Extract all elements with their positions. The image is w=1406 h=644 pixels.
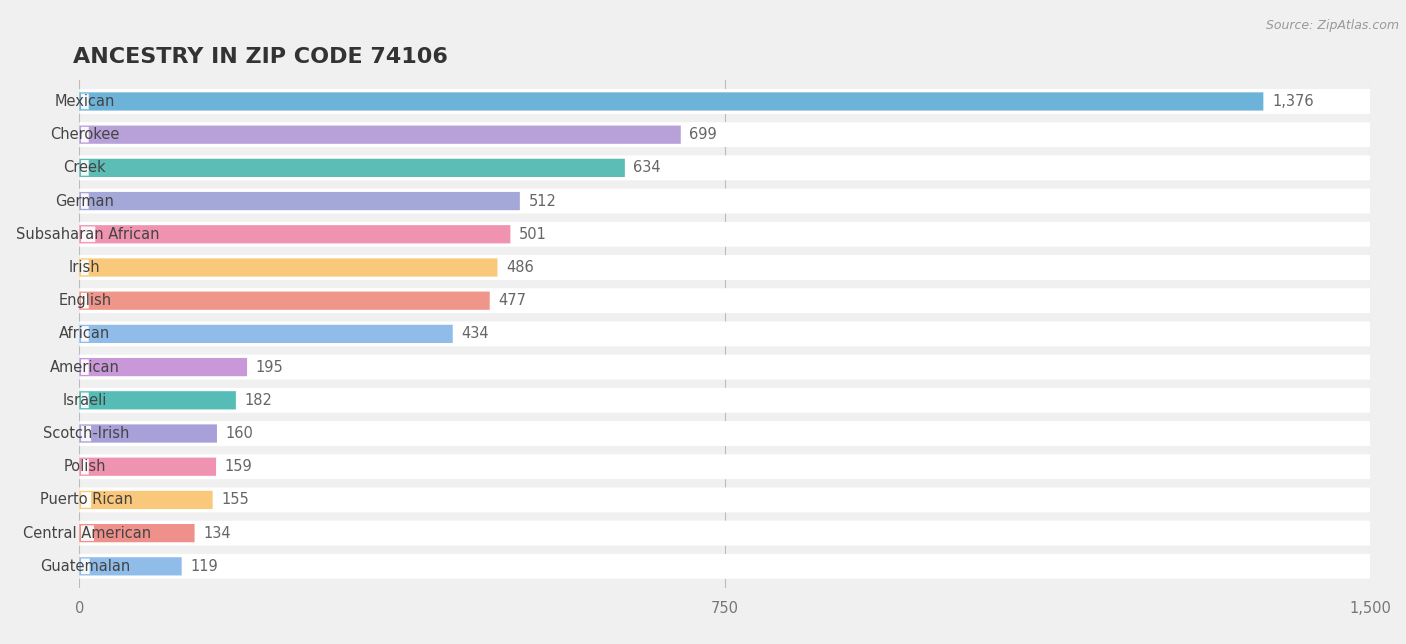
FancyBboxPatch shape — [79, 421, 1369, 446]
FancyBboxPatch shape — [79, 189, 1369, 214]
Text: Mexican: Mexican — [55, 94, 115, 109]
FancyBboxPatch shape — [79, 358, 247, 376]
FancyBboxPatch shape — [79, 225, 510, 243]
Text: 195: 195 — [256, 359, 284, 375]
FancyBboxPatch shape — [79, 458, 217, 476]
Text: Creek: Creek — [63, 160, 107, 175]
FancyBboxPatch shape — [82, 293, 89, 308]
FancyBboxPatch shape — [79, 255, 1369, 280]
FancyBboxPatch shape — [82, 326, 89, 342]
FancyBboxPatch shape — [79, 557, 181, 576]
FancyBboxPatch shape — [79, 424, 217, 442]
Text: Polish: Polish — [63, 459, 105, 474]
FancyBboxPatch shape — [79, 325, 453, 343]
FancyBboxPatch shape — [79, 222, 1369, 247]
Text: 699: 699 — [689, 127, 717, 142]
FancyBboxPatch shape — [79, 92, 1264, 111]
Text: 119: 119 — [190, 559, 218, 574]
Text: ANCESTRY IN ZIP CODE 74106: ANCESTRY IN ZIP CODE 74106 — [73, 47, 447, 67]
Text: 160: 160 — [225, 426, 253, 441]
Text: Subsaharan African: Subsaharan African — [17, 227, 160, 242]
Text: 486: 486 — [506, 260, 534, 275]
Text: 155: 155 — [221, 493, 249, 507]
Text: 1,376: 1,376 — [1272, 94, 1313, 109]
FancyBboxPatch shape — [79, 491, 212, 509]
Text: English: English — [58, 293, 111, 308]
Text: Irish: Irish — [69, 260, 101, 275]
Text: Cherokee: Cherokee — [51, 127, 120, 142]
FancyBboxPatch shape — [79, 126, 681, 144]
FancyBboxPatch shape — [82, 558, 90, 574]
FancyBboxPatch shape — [82, 193, 89, 209]
Text: African: African — [59, 327, 111, 341]
FancyBboxPatch shape — [79, 122, 1369, 147]
Text: Puerto Rican: Puerto Rican — [39, 493, 132, 507]
Text: Source: ZipAtlas.com: Source: ZipAtlas.com — [1265, 19, 1399, 32]
FancyBboxPatch shape — [82, 392, 89, 408]
Text: Israeli: Israeli — [63, 393, 107, 408]
FancyBboxPatch shape — [79, 292, 489, 310]
FancyBboxPatch shape — [82, 526, 94, 541]
FancyBboxPatch shape — [79, 321, 1369, 346]
FancyBboxPatch shape — [79, 521, 1369, 545]
FancyBboxPatch shape — [82, 459, 89, 475]
FancyBboxPatch shape — [82, 260, 89, 275]
FancyBboxPatch shape — [82, 160, 89, 176]
FancyBboxPatch shape — [82, 359, 89, 375]
FancyBboxPatch shape — [82, 426, 91, 441]
FancyBboxPatch shape — [79, 258, 498, 277]
Text: German: German — [55, 194, 114, 209]
FancyBboxPatch shape — [79, 355, 1369, 379]
FancyBboxPatch shape — [82, 492, 91, 507]
FancyBboxPatch shape — [79, 488, 1369, 513]
FancyBboxPatch shape — [79, 89, 1369, 114]
FancyBboxPatch shape — [79, 524, 194, 542]
FancyBboxPatch shape — [79, 155, 1369, 180]
Text: 512: 512 — [529, 194, 557, 209]
FancyBboxPatch shape — [79, 289, 1369, 313]
Text: 182: 182 — [245, 393, 273, 408]
Text: American: American — [51, 359, 120, 375]
Text: 634: 634 — [634, 160, 661, 175]
Text: 134: 134 — [204, 526, 231, 540]
Text: 477: 477 — [498, 293, 526, 308]
Text: Central American: Central American — [24, 526, 152, 540]
FancyBboxPatch shape — [82, 127, 89, 142]
Text: Guatemalan: Guatemalan — [41, 559, 131, 574]
FancyBboxPatch shape — [79, 454, 1369, 479]
Text: 501: 501 — [519, 227, 547, 242]
FancyBboxPatch shape — [79, 192, 520, 210]
FancyBboxPatch shape — [79, 158, 624, 177]
FancyBboxPatch shape — [79, 391, 236, 410]
Text: 434: 434 — [461, 327, 489, 341]
FancyBboxPatch shape — [79, 554, 1369, 579]
FancyBboxPatch shape — [82, 93, 89, 109]
Text: 159: 159 — [225, 459, 253, 474]
FancyBboxPatch shape — [79, 388, 1369, 413]
Text: Scotch-Irish: Scotch-Irish — [42, 426, 129, 441]
FancyBboxPatch shape — [82, 227, 96, 242]
